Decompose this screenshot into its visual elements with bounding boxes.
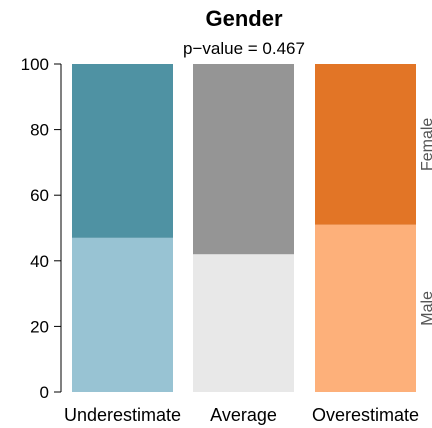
category-labels: Underestimate Average Overestimate: [64, 405, 419, 425]
bar-segment-female-overestimate: [315, 64, 416, 225]
series-label-male: Male: [419, 291, 432, 326]
x-category-label: Average: [210, 405, 277, 425]
bar-segment-female-average: [193, 64, 294, 255]
y-tick-label: 20: [30, 317, 49, 336]
series-side-labels: Male Female: [419, 118, 432, 326]
bar-segment-male-average: [193, 254, 294, 392]
bar-segment-male-overestimate: [315, 224, 416, 392]
x-category-label: Underestimate: [64, 405, 181, 425]
y-tick-label: 60: [30, 186, 49, 205]
y-tick-label: 100: [21, 55, 49, 74]
bar-segment-male-underestimate: [72, 237, 173, 392]
bar-segment-female-underestimate: [72, 64, 173, 238]
chart-subtitle: p−value = 0.467: [183, 39, 305, 58]
series-label-female: Female: [419, 118, 432, 171]
y-tick-label: 80: [30, 121, 49, 140]
x-category-label: Overestimate: [312, 405, 419, 425]
y-tick-label: 0: [40, 383, 49, 402]
bars: [72, 64, 416, 392]
chart-title: Gender: [205, 6, 282, 31]
y-axis-ticks: 0 20 40 60 80 100: [21, 55, 61, 402]
y-tick-label: 40: [30, 252, 49, 271]
